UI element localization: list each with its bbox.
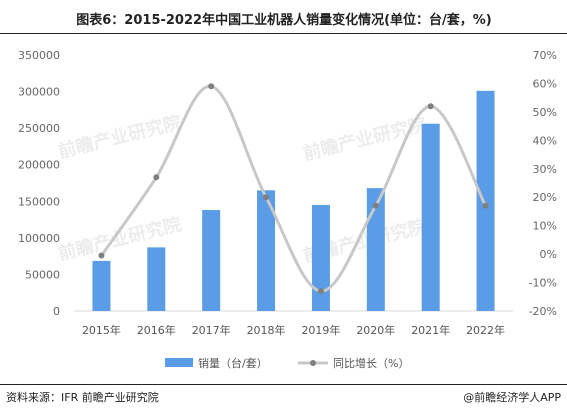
- left-axis-tick-label: 150000: [18, 195, 60, 208]
- chart-title: 图表6：2015-2022年中国工业机器人销量变化情况(单位：台/套，%): [76, 13, 492, 28]
- bar: [476, 90, 495, 311]
- x-axis-tick-label: 2015年: [82, 323, 121, 337]
- x-axis-ticks: 2015年 2016年 2017年 2018年 2019年 2020年 2021年 2022年: [82, 323, 505, 337]
- right-axis-tick-label: 60%: [533, 77, 557, 90]
- credit-text: @前瞻经济学人APP: [463, 391, 561, 404]
- x-axis-tick-label: 2017年: [192, 323, 231, 337]
- growth-point: [263, 194, 270, 201]
- bar: [202, 210, 221, 311]
- growth-point: [98, 252, 105, 259]
- title-divider: [0, 33, 567, 34]
- x-axis-tick-label: 2018年: [247, 323, 286, 337]
- bar: [92, 260, 111, 311]
- right-axis-tick-label: -10%: [529, 277, 557, 290]
- bar: [421, 123, 440, 311]
- bar-series: [92, 90, 495, 311]
- footer-divider: [0, 384, 567, 385]
- x-axis-tick-label: 2016年: [137, 323, 176, 337]
- watermark-text: 前瞻产业研究院: [301, 113, 429, 165]
- left-axis-tick-label: 50000: [25, 268, 60, 281]
- growth-point: [427, 103, 434, 110]
- source-text: 资料来源：IFR 前瞻产业研究院: [6, 391, 159, 404]
- x-axis-tick-label: 2021年: [411, 323, 450, 337]
- right-axis-tick-label: -20%: [529, 305, 557, 318]
- growth-point: [372, 202, 379, 209]
- right-axis: -20% -10% 0% 10% 20% 30% 40% 50% 60% 70%: [529, 49, 557, 318]
- growth-line-series: [98, 83, 489, 295]
- right-axis-tick-label: 70%: [533, 49, 557, 62]
- legend-line-label: 同比增长（%）: [333, 356, 409, 370]
- legend-bar-label: 销量（台/套）: [198, 356, 268, 370]
- right-axis-tick-label: 10%: [533, 220, 557, 233]
- left-axis-tick-label: 300000: [18, 86, 60, 99]
- legend-bar-swatch: [165, 358, 193, 367]
- left-axis-tick-label: 250000: [18, 122, 60, 135]
- bar: [257, 190, 276, 311]
- growth-point: [153, 174, 160, 181]
- growth-point: [208, 83, 215, 90]
- watermark-text: 前瞻产业研究院: [56, 111, 184, 163]
- right-axis-tick-label: 30%: [533, 163, 557, 176]
- growth-point: [317, 288, 324, 295]
- right-axis-tick-label: 40%: [533, 134, 557, 147]
- legend: 销量（台/套） 同比增长（%）: [165, 356, 409, 370]
- bar: [366, 188, 385, 311]
- bar: [147, 247, 166, 311]
- legend-line-marker: [310, 360, 316, 366]
- right-axis-tick-label: 20%: [533, 191, 557, 204]
- x-axis-tick-label: 2022年: [466, 323, 505, 337]
- left-axis-tick-label: 200000: [18, 159, 60, 172]
- left-axis-tick-label: 0: [53, 305, 60, 318]
- left-axis-tick-label: 350000: [18, 49, 60, 62]
- bar: [311, 204, 330, 311]
- left-axis: 0 50000 100000 150000 200000 250000 300000 3500…: [18, 49, 60, 318]
- right-axis-tick-label: 0%: [540, 248, 557, 261]
- growth-point: [482, 202, 489, 209]
- x-axis-tick-label: 2020年: [356, 323, 395, 337]
- left-axis-tick-label: 100000: [18, 232, 60, 245]
- x-axis-tick-label: 2019年: [301, 323, 340, 337]
- right-axis-tick-label: 50%: [533, 106, 557, 119]
